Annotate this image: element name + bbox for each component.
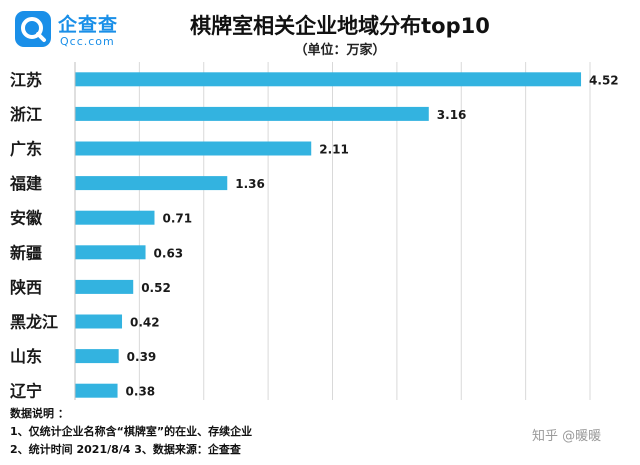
bar bbox=[75, 279, 134, 294]
value-label: 3.16 bbox=[437, 108, 467, 122]
category-label: 福建 bbox=[9, 174, 42, 193]
notes-line-2: 2、统计时间 2021/8/4 3、数据来源：企查查 bbox=[10, 443, 241, 456]
category-label: 陕西 bbox=[10, 278, 42, 297]
category-label: 广东 bbox=[10, 140, 42, 159]
value-label: 2.11 bbox=[319, 143, 349, 157]
category-label: 辽宁 bbox=[10, 382, 42, 400]
value-label: 0.52 bbox=[141, 281, 171, 295]
value-label: 0.38 bbox=[126, 385, 156, 399]
value-label: 0.63 bbox=[154, 246, 184, 260]
value-label: 0.42 bbox=[130, 316, 160, 330]
logo-name-cn: 企查查 bbox=[58, 14, 119, 36]
bar bbox=[75, 141, 312, 156]
watermark: 知乎 @暖暖 bbox=[532, 429, 602, 444]
bar-chart: 江苏 4.52 浙江 3.16 广东 2.11 福建 1.36 安徽 0.71 新疆 0.63 陕西 0.… bbox=[9, 62, 619, 400]
category-label: 新疆 bbox=[10, 243, 42, 262]
bar bbox=[75, 72, 582, 87]
logo-name-en: Qcc.com bbox=[60, 35, 115, 48]
bar bbox=[75, 210, 155, 225]
value-label: 1.36 bbox=[235, 177, 265, 191]
category-label: 安徽 bbox=[10, 209, 43, 228]
qcc-logo-icon bbox=[15, 11, 51, 47]
notes-heading: 数据说明 ： bbox=[10, 407, 69, 420]
value-label: 0.39 bbox=[127, 350, 157, 364]
value-label: 0.71 bbox=[162, 212, 192, 226]
notes-line-1: 1、仅统计企业名称含“棋牌室”的在业、存续企业 bbox=[10, 425, 253, 438]
bar bbox=[75, 314, 123, 329]
chart-subtitle: （单位：万家） bbox=[294, 43, 386, 58]
qcc-logo: 企查查 Qcc.com bbox=[14, 8, 144, 52]
bar bbox=[75, 106, 429, 121]
category-label: 浙江 bbox=[10, 105, 42, 124]
value-label: 4.52 bbox=[589, 73, 619, 87]
bar bbox=[75, 383, 118, 398]
bar bbox=[75, 245, 146, 260]
bar bbox=[75, 176, 228, 191]
category-label: 江苏 bbox=[10, 70, 42, 89]
chart-title: 棋牌室相关企业地域分布top10 bbox=[190, 14, 490, 38]
data-notes: 数据说明 ： 1、仅统计企业名称含“棋牌室”的在业、存续企业 2、统计时间 20… bbox=[10, 405, 252, 459]
bar bbox=[75, 349, 119, 364]
category-label: 山东 bbox=[10, 347, 42, 366]
category-label: 黑龙江 bbox=[10, 313, 58, 332]
